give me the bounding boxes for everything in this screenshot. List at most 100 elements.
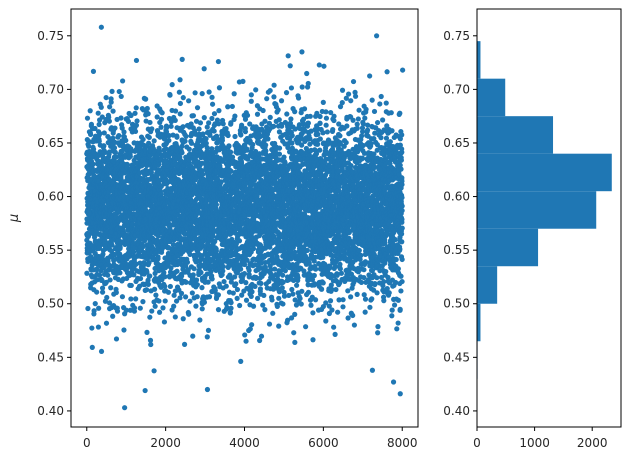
scatter-point (240, 78, 246, 84)
scatter-point (179, 150, 185, 156)
scatter-point (174, 268, 180, 274)
scatter-point (113, 154, 119, 160)
scatter-point (162, 274, 168, 280)
scatter-point (160, 305, 166, 311)
scatter-point (197, 120, 204, 126)
scatter-point (260, 302, 266, 308)
scatter-point (204, 334, 210, 340)
scatter-point (232, 113, 238, 119)
scatter-point (140, 136, 146, 143)
scatter-axes: 0 2000 4000 6000 8000 0.400.450.500.550.600.… (7, 8, 419, 450)
scatter-point (147, 119, 153, 126)
scatter-point (186, 146, 192, 152)
scatter-point (102, 149, 108, 155)
scatter-point (196, 126, 202, 132)
scatter-point (278, 98, 285, 104)
scatter-point (241, 270, 248, 277)
scatter-point (248, 98, 254, 104)
scatter-point (227, 149, 234, 155)
scatter-point (94, 267, 100, 273)
scatter-point (149, 126, 155, 132)
scatter-point (92, 301, 98, 307)
scatter-point (177, 100, 183, 107)
scatter-point (177, 295, 183, 301)
scatter-point (209, 115, 215, 122)
scatter-point (216, 85, 223, 91)
scatter-point (153, 292, 159, 298)
scatter-point (109, 242, 115, 248)
scatter-point (137, 305, 143, 311)
scatter-point (177, 77, 183, 83)
scatter-point (155, 256, 161, 262)
scatter-point (276, 295, 282, 301)
scatter-point (147, 314, 153, 320)
scatter-point (244, 112, 251, 118)
scatter-point (215, 307, 222, 313)
scatter-point (140, 299, 146, 305)
scatter-point (248, 92, 254, 98)
scatter-point (118, 115, 124, 121)
scatter-point (123, 137, 129, 144)
scatter-point (92, 125, 98, 132)
scatter-point (189, 290, 195, 296)
scatter-point (137, 275, 144, 282)
scatter-point (180, 124, 186, 130)
scatter-point (211, 128, 217, 134)
scatter-point (86, 143, 92, 149)
scatter-point (280, 301, 286, 307)
scatter-point (225, 132, 231, 139)
scatter-point (183, 279, 189, 285)
scatter-point (172, 117, 178, 123)
scatter-point (146, 134, 152, 141)
scatter-point (276, 151, 283, 157)
scatter-point (182, 138, 188, 144)
scatter-point (168, 123, 174, 129)
scatter-point (237, 302, 243, 309)
scatter-point (108, 99, 114, 105)
scatter-point (107, 104, 113, 110)
scatter-point (258, 280, 264, 287)
scatter-point (178, 290, 185, 296)
scatter-point (86, 139, 92, 145)
scatter-point (84, 115, 91, 121)
scatter-point (266, 321, 273, 327)
scatter-point (117, 270, 123, 276)
scatter-point (149, 308, 155, 314)
scatter-point (167, 283, 173, 290)
scatter-point (97, 272, 103, 278)
scatter-point (194, 277, 200, 283)
scatter-point (133, 296, 139, 302)
scatter-point (165, 289, 172, 295)
scatter-point (148, 341, 154, 348)
scatter-point (106, 300, 113, 306)
scatter-point (132, 128, 139, 135)
scatter-point (103, 279, 109, 285)
scatter-point (250, 141, 256, 148)
scatter-point (180, 316, 186, 322)
scatter-point (271, 94, 277, 100)
scatter-point (190, 113, 197, 119)
scatter-point (270, 310, 276, 316)
scatter-point (279, 123, 285, 129)
scatter-point (225, 104, 231, 110)
scatter-point (144, 287, 150, 293)
scatter-point (194, 294, 200, 300)
scatter-point (194, 282, 200, 288)
scatter-point (114, 116, 120, 123)
scatter-point (249, 322, 255, 328)
scatter-point (203, 136, 209, 142)
scatter-point (162, 298, 168, 304)
scatter-point (269, 297, 275, 303)
scatter-point (113, 289, 119, 296)
scatter-point (223, 125, 229, 132)
scatter-point (209, 276, 215, 282)
scatter-point (105, 272, 111, 278)
scatter-point (258, 333, 265, 339)
scatter-point (121, 327, 127, 333)
scatter-point (228, 300, 234, 306)
scatter-point (254, 111, 261, 117)
scatter-point (229, 103, 235, 110)
scatter-point (249, 289, 255, 295)
scatter-point (152, 286, 158, 292)
